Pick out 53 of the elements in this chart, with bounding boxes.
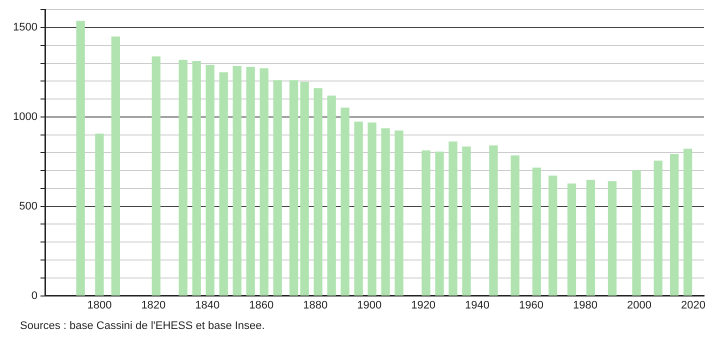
bar <box>152 56 160 296</box>
bar <box>532 168 541 296</box>
bar <box>76 20 85 296</box>
bar <box>462 146 471 296</box>
x-tick-label: 2000 <box>626 299 652 312</box>
bar <box>95 134 104 296</box>
bar <box>340 108 350 296</box>
bar <box>300 82 309 296</box>
y-tick-label: 1000 <box>12 110 38 123</box>
bar <box>368 122 376 296</box>
bar <box>510 155 520 296</box>
bar <box>354 122 363 296</box>
bar <box>246 66 255 296</box>
bar <box>489 145 498 296</box>
bar <box>178 60 188 296</box>
bar <box>260 68 268 296</box>
bar <box>381 128 390 296</box>
x-tick-label: 1980 <box>573 299 598 312</box>
y-tick-label: 500 <box>19 200 38 212</box>
x-tick-label: 1880 <box>303 299 328 312</box>
bar <box>670 154 679 296</box>
bar <box>273 80 282 296</box>
x-tick-label: 1860 <box>249 299 274 312</box>
bar <box>289 80 298 296</box>
x-tick-label: 1920 <box>411 299 436 312</box>
y-tick-label: 1500 <box>12 22 38 34</box>
bar <box>394 130 404 296</box>
bar <box>632 170 641 296</box>
bar <box>435 152 444 296</box>
bar <box>548 176 558 296</box>
x-tick-label: 1900 <box>357 299 382 312</box>
bar <box>422 150 430 296</box>
bar <box>586 180 595 296</box>
bar <box>192 60 201 296</box>
bar <box>219 72 228 296</box>
bar <box>683 148 692 296</box>
bar <box>608 181 617 296</box>
bar <box>448 141 458 296</box>
x-tick-label: 1820 <box>141 299 166 312</box>
x-tick-label: 1940 <box>465 299 490 312</box>
bar <box>327 96 336 296</box>
source-note: Sources : base Cassini de l'EHESS et base Insee. <box>20 320 265 332</box>
bar <box>654 160 662 296</box>
bar <box>111 36 120 296</box>
y-tick-label: 0 <box>31 290 38 302</box>
x-tick-label: 1800 <box>87 299 112 312</box>
bar <box>232 66 242 296</box>
bar <box>567 183 576 296</box>
bar <box>206 64 214 296</box>
x-tick-label: 1960 <box>519 299 544 312</box>
x-tick-label: 1840 <box>195 299 220 312</box>
bar <box>314 88 322 296</box>
x-tick-label: 2020 <box>680 299 706 312</box>
